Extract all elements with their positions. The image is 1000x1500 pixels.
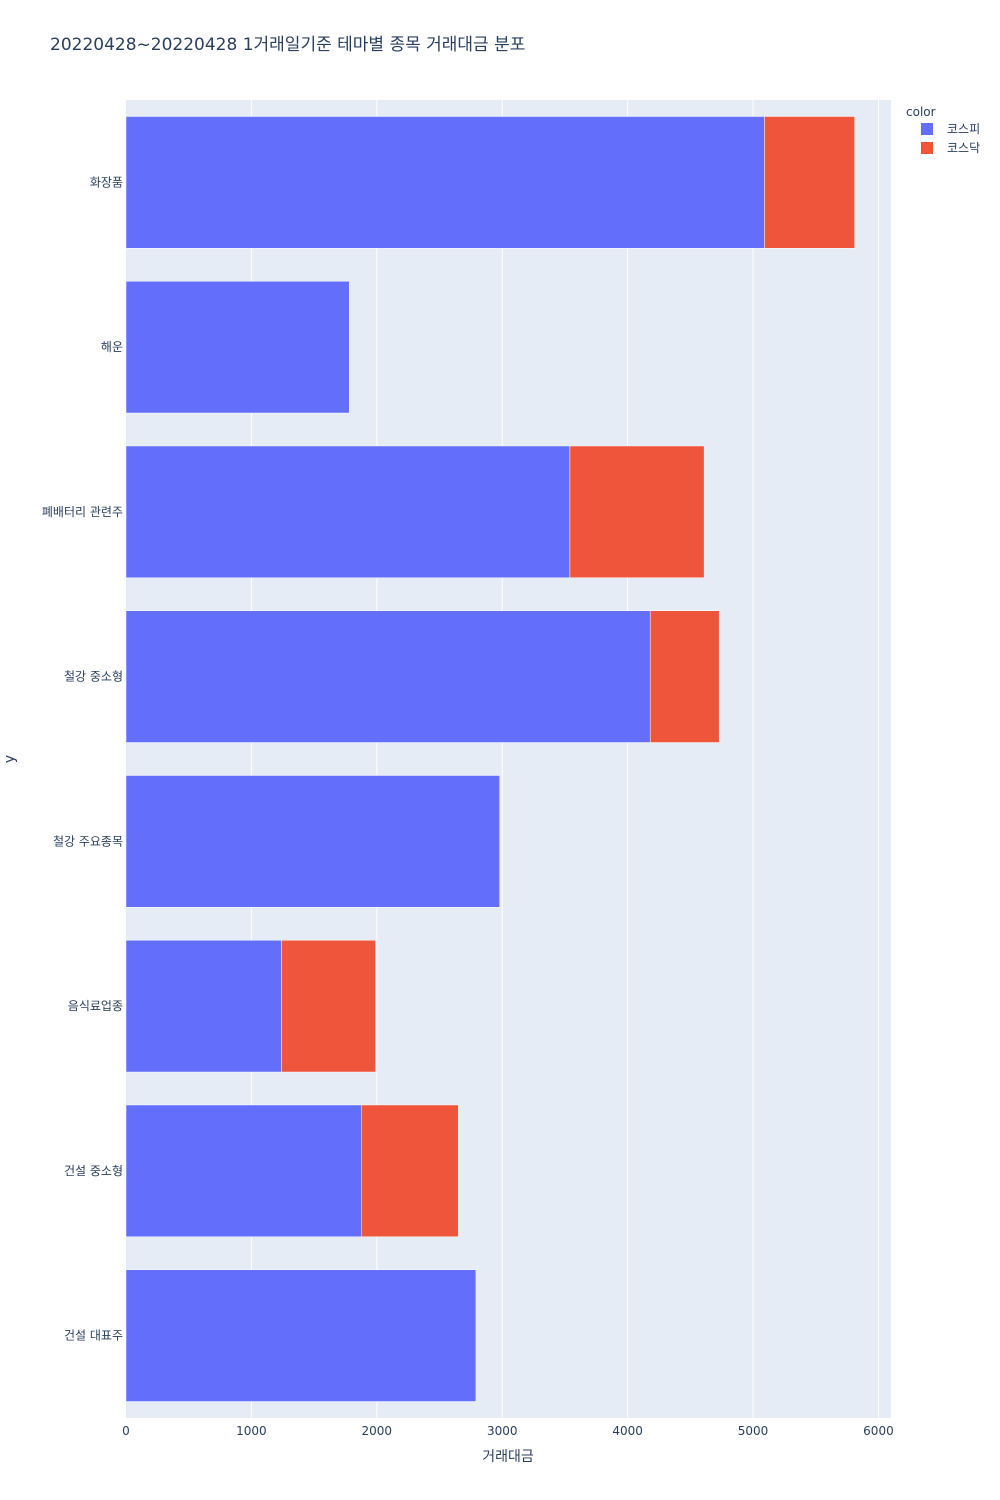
bar-kosdaq [361,1104,459,1238]
y-tick-label: 철강 중소형 [64,670,123,684]
legend-swatch [921,123,933,135]
x-tick-label: 0 [122,1424,130,1438]
y-tick-label: 음식료업종 [68,999,123,1013]
bar-kosdaq [764,116,855,249]
x-tick-label: 5000 [738,1424,769,1438]
bar-kosdaq [569,445,705,579]
bar-kospi [125,610,651,743]
bar-kospi [125,1269,477,1402]
legend-swatch [921,142,933,154]
bar-kospi [125,775,500,908]
x-tick-label: 6000 [863,1424,894,1438]
bars [125,116,855,1402]
x-tick-label: 1000 [236,1424,267,1438]
legend-label: 코스피 [947,122,980,136]
y-axis-title: y [2,755,18,763]
chart-title: 20220428~20220428 1거래일기준 테마별 종목 거래대금 분포 [50,35,525,55]
x-tick-label: 2000 [362,1424,393,1438]
bar-kospi [125,445,571,579]
x-axis-title: 거래대금 [482,1449,534,1465]
bar-kospi [125,939,282,1073]
legend-label: 코스닥 [947,141,980,155]
y-tick-label: 건설 중소형 [64,1164,123,1178]
y-tick-label: 해운 [101,340,123,354]
legend-title: color [906,105,936,119]
bar-kosdaq [649,610,720,743]
bar-kospi [125,116,765,249]
y-tick-label: 철강 주요종목 [53,834,123,848]
bar-kospi [125,280,350,414]
x-tick-label: 4000 [612,1424,643,1438]
x-tick-label: 3000 [487,1424,518,1438]
bar-kosdaq [281,939,376,1073]
y-tick-label: 폐배터리 관련주 [42,505,123,519]
bar-kospi [125,1104,363,1238]
y-tick-label: 건설 대표주 [64,1329,123,1343]
x-tick-labels: 0 1000 2000 3000 4000 5000 6000 [122,1424,894,1438]
y-tick-label: 화장품 [90,175,123,189]
